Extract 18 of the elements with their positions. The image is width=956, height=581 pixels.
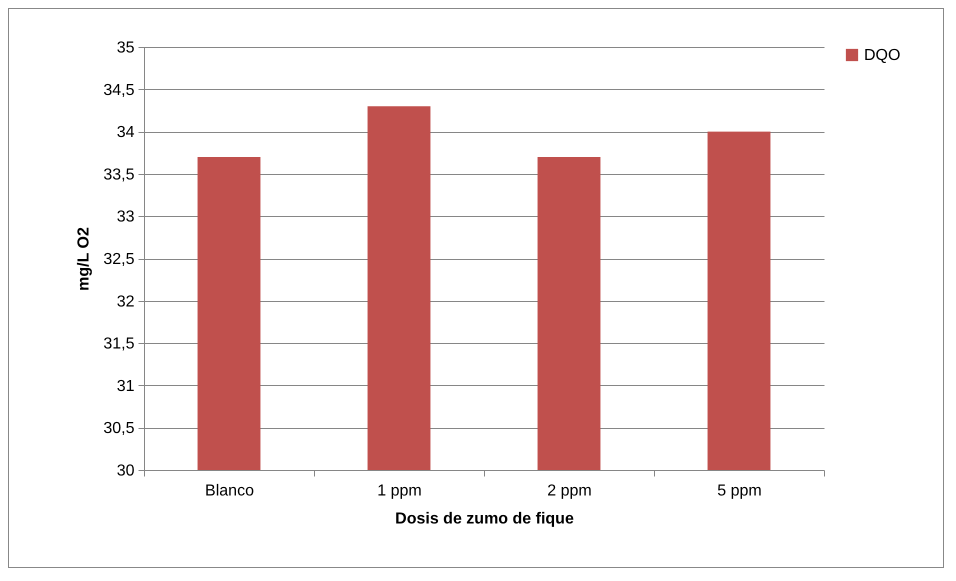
y-tick-label: 31,5 <box>103 336 135 353</box>
x-tick-label: Blanco <box>205 482 254 500</box>
y-tick-label: 30 <box>116 462 135 480</box>
y-tick-label: 32 <box>116 293 135 310</box>
y-tick-label: 33 <box>116 208 135 226</box>
x-axis-title: Dosis de zumo de fique <box>395 510 574 528</box>
x-tick-label: 5 ppm <box>717 482 762 500</box>
y-axis-title: mg/L O2 <box>75 227 92 291</box>
y-tick-label: 31 <box>116 378 135 395</box>
y-tick-label: 34 <box>116 124 135 142</box>
y-tick-label: 33,5 <box>103 166 135 184</box>
y-tick-label: 35 <box>116 40 135 56</box>
legend-label: DQO <box>864 47 900 64</box>
y-tick-label: 32,5 <box>103 251 135 268</box>
x-tick-label: 2 ppm <box>547 482 592 500</box>
y-tick-label: 30,5 <box>103 420 135 438</box>
x-tick-label: 1 ppm <box>377 482 422 500</box>
y-tick-label: 34,5 <box>103 82 135 99</box>
